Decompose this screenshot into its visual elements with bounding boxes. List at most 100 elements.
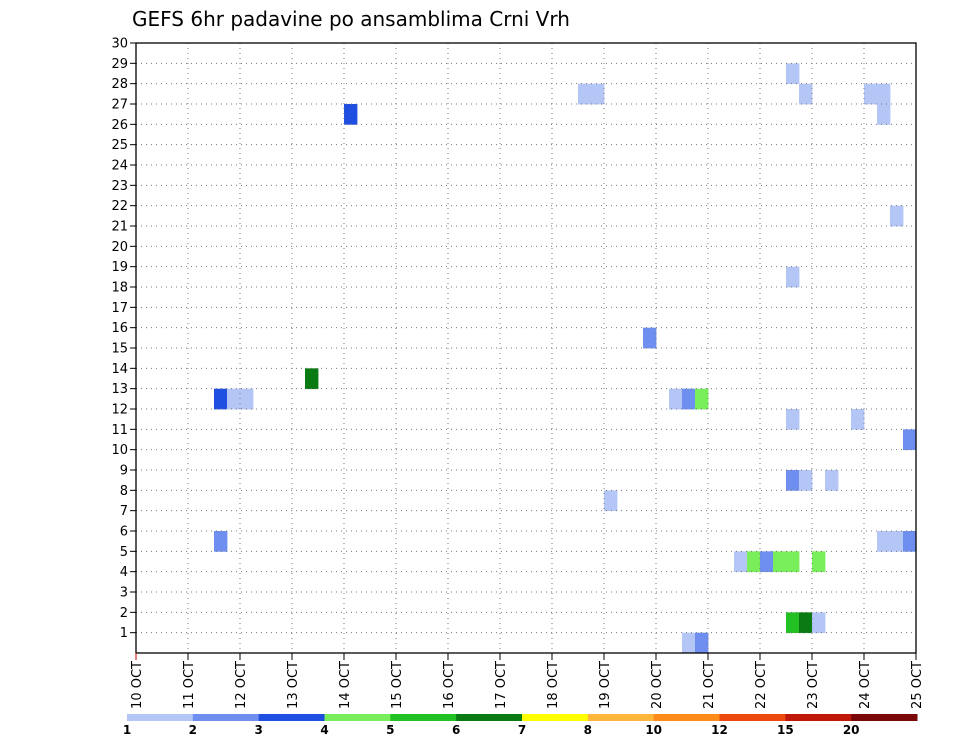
precip-cell (825, 470, 839, 491)
x-tick-label: 10 OCT (130, 661, 145, 709)
cells-layer (214, 63, 917, 654)
y-tick-label: 12 (111, 403, 128, 418)
y-tick-label: 9 (120, 464, 128, 479)
precip-cell (812, 612, 826, 634)
precip-cell (695, 388, 709, 410)
precip-cell (682, 632, 696, 654)
chart-title: GEFS 6hr padavine po ansamblima Crni Vrh (132, 7, 570, 31)
y-tick-label: 7 (120, 504, 128, 519)
legend-label: 10 (645, 723, 662, 737)
legend-swatch (127, 714, 194, 721)
precip-cell (643, 327, 657, 349)
legend-swatch (192, 714, 260, 721)
y-tick-label: 8 (120, 484, 128, 499)
precip-cell (773, 551, 787, 573)
precip-cell (305, 368, 319, 390)
legend-swatch (522, 714, 589, 721)
precip-cell (604, 490, 618, 512)
x-tick-label: 25 OCT (910, 661, 925, 709)
legend-label: 4 (320, 723, 328, 737)
precip-cell (682, 388, 696, 410)
legend-label: 2 (189, 723, 197, 737)
legend-label: 7 (518, 723, 526, 737)
y-tick-label: 11 (111, 423, 128, 438)
precip-cell (903, 429, 917, 451)
legend-label: 20 (843, 723, 860, 737)
y-tick-label: 3 (120, 586, 128, 601)
legend-swatch (456, 714, 523, 721)
x-tick-label: 18 OCT (546, 661, 561, 709)
precip-cell (695, 632, 709, 654)
precip-cell (786, 612, 800, 634)
y-tick-label: 23 (111, 179, 128, 194)
precip-cell (799, 83, 813, 105)
y-tick-label: 5 (120, 545, 128, 560)
x-tick-label: 16 OCT (442, 661, 457, 709)
precip-cell (214, 531, 228, 552)
precip-cell (227, 388, 241, 410)
legend-swatch (719, 714, 786, 721)
x-tick-label: 15 OCT (390, 661, 405, 709)
precip-cell (578, 83, 592, 105)
x-tick-label: 24 OCT (858, 661, 873, 709)
y-tick-label: 28 (111, 77, 128, 92)
precip-cell (903, 531, 917, 552)
precip-cell (877, 83, 891, 105)
legend-label: 1 (123, 723, 131, 737)
x-tick-label: 12 OCT (234, 661, 249, 709)
y-tick-label: 22 (111, 199, 128, 214)
axis-layer: 1234567891011121314151617181920212223242… (111, 37, 925, 709)
precip-cell (240, 388, 254, 410)
legend-swatch (324, 714, 391, 721)
precip-cell (760, 551, 774, 573)
x-tick-label: 17 OCT (494, 661, 509, 709)
x-tick-label: 22 OCT (754, 661, 769, 709)
legend-swatch (653, 714, 720, 721)
x-tick-label: 13 OCT (286, 661, 301, 709)
x-tick-label: 14 OCT (338, 661, 353, 709)
legend-swatch (390, 714, 457, 721)
y-tick-label: 14 (111, 362, 128, 377)
legend-label: 15 (777, 723, 794, 737)
legend-label: 8 (584, 723, 592, 737)
precip-cell (864, 83, 878, 105)
y-tick-label: 15 (111, 342, 128, 357)
legend-label: 12 (711, 723, 728, 737)
precip-cell (591, 83, 605, 105)
y-tick-label: 30 (111, 37, 128, 52)
x-tick-label: 11 OCT (182, 661, 197, 709)
y-tick-label: 2 (120, 606, 128, 621)
x-tick-label: 20 OCT (650, 661, 665, 709)
y-tick-label: 6 (120, 525, 128, 540)
y-tick-label: 1 (120, 626, 128, 641)
y-tick-label: 20 (111, 240, 128, 255)
precip-cell (877, 531, 891, 552)
grid-layer (136, 43, 916, 653)
legend-label: 6 (452, 723, 460, 737)
precip-cell (890, 531, 904, 552)
precip-cell (786, 266, 800, 288)
legend-swatch (587, 714, 655, 721)
x-tick-label: 23 OCT (806, 661, 821, 709)
y-tick-label: 29 (111, 57, 128, 72)
y-tick-label: 26 (111, 118, 128, 133)
y-tick-label: 24 (111, 159, 128, 174)
y-tick-label: 13 (111, 382, 128, 397)
precip-cell (877, 104, 891, 125)
precip-cell (812, 551, 826, 573)
x-tick-label: 21 OCT (702, 661, 717, 709)
legend-label: 5 (386, 723, 394, 737)
precip-cell (851, 409, 865, 430)
precip-cell (799, 612, 813, 634)
legend-label: 3 (254, 723, 262, 737)
y-tick-label: 27 (111, 98, 128, 113)
y-tick-label: 4 (120, 565, 128, 580)
precip-cell (786, 63, 800, 85)
legend: 1 2 3 4 5 6 7 8 10 12 15 20 (123, 714, 918, 737)
x-tick-label: 19 OCT (598, 661, 613, 709)
precip-cell (214, 388, 228, 410)
legend-swatch (258, 714, 325, 721)
y-tick-label: 16 (111, 321, 128, 336)
